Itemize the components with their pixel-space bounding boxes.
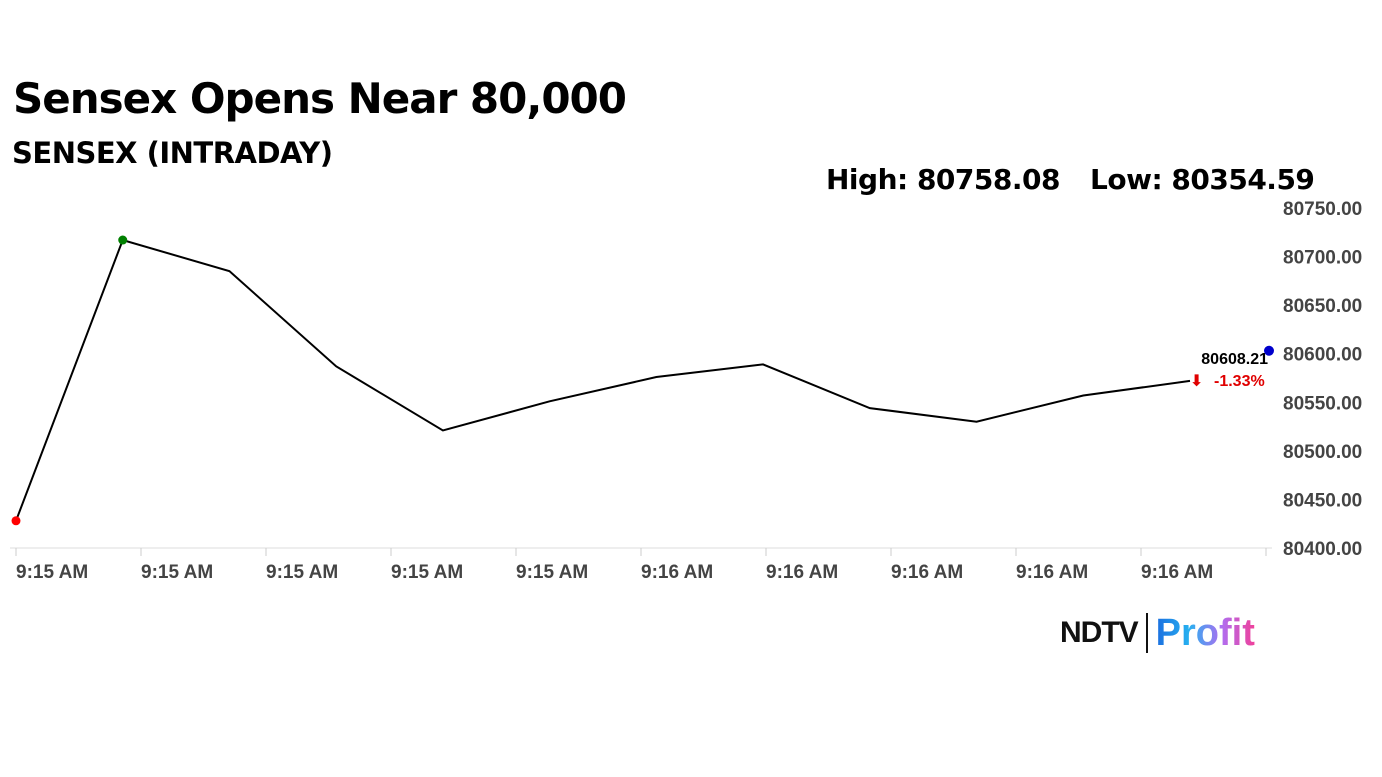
x-tick-label: 9:15 AM: [266, 562, 338, 583]
x-tick-label: 9:16 AM: [641, 562, 713, 583]
low-marker: [11, 516, 21, 526]
x-tick-label: 9:15 AM: [516, 562, 588, 583]
x-tick-label: 9:16 AM: [1016, 562, 1088, 583]
series-line: [15, 238, 1191, 522]
y-tick-label: 80600.00: [1283, 345, 1362, 366]
high-label: High: 80758.08: [826, 163, 1060, 196]
x-tick-label: 9:15 AM: [16, 562, 88, 583]
logo-ndtv: NDTV: [1060, 616, 1139, 649]
y-tick-label: 80500.00: [1283, 442, 1362, 463]
low-label: Low: 80354.59: [1090, 163, 1315, 196]
x-tick-label: 9:16 AM: [766, 562, 838, 583]
ndtv-profit-logo: NDTV Profit: [1060, 612, 1255, 654]
x-tick-label: 9:16 AM: [891, 562, 963, 583]
y-tick-label: 80400.00: [1283, 539, 1362, 560]
last-value-label: 80608.21: [1201, 351, 1268, 368]
y-tick-label: 80700.00: [1283, 248, 1362, 269]
x-tick-label: 9:15 AM: [391, 562, 463, 583]
x-tick-label: 9:15 AM: [141, 562, 213, 583]
logo-profit: Profit: [1155, 611, 1255, 654]
logo-divider: [1145, 613, 1148, 653]
chart-subtitle: SENSEX (INTRADAY): [12, 136, 333, 170]
down-arrow-icon: ⬇: [1190, 371, 1203, 390]
y-tick-label: 80650.00: [1283, 296, 1362, 317]
change-label: -1.33%: [1214, 373, 1265, 390]
y-tick-label: 80450.00: [1283, 490, 1362, 511]
x-tick-label: 9:16 AM: [1141, 562, 1213, 583]
y-tick-label: 80750.00: [1283, 199, 1362, 220]
y-tick-label: 80550.00: [1283, 393, 1362, 414]
last-marker: [1264, 345, 1274, 356]
high-marker: [118, 235, 128, 245]
chart-title: Sensex Opens Near 80,000: [13, 74, 627, 123]
